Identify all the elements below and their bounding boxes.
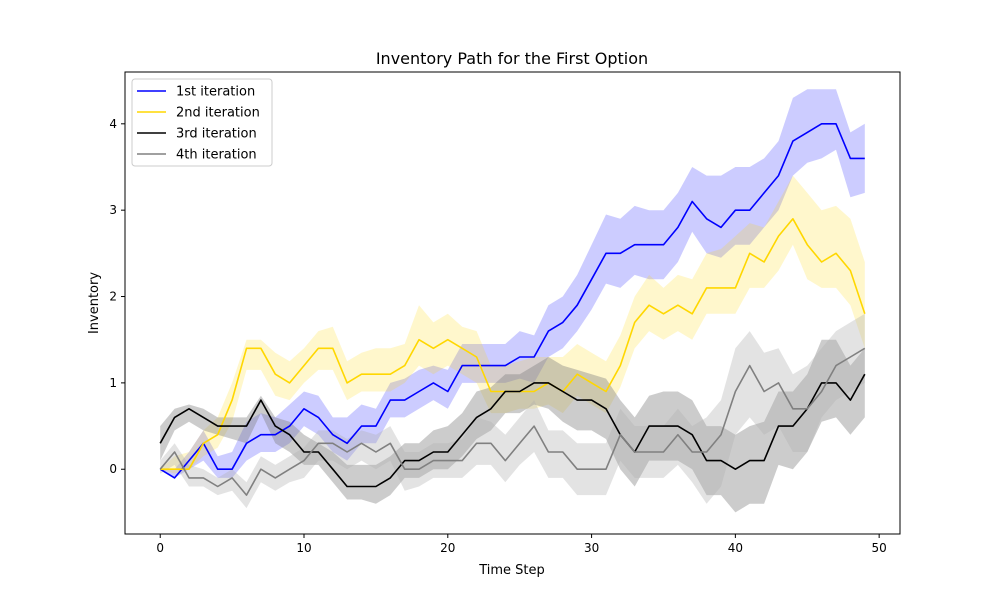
band-series-2	[160, 175, 865, 474]
chart-title: Inventory Path for the First Option	[376, 49, 648, 68]
x-axis-ticks: 0 10 20 30 40 50	[156, 534, 887, 555]
line-series-1	[159, 123, 865, 479]
x-tick-label: 10	[296, 541, 311, 555]
legend-label-2: 2nd iteration	[176, 106, 260, 121]
legend-box	[131, 78, 273, 167]
y-tick-label: 4	[109, 117, 117, 131]
y-tick-label: 1	[109, 376, 117, 390]
legend-label-1: 1st iteration	[176, 85, 255, 100]
x-tick-label: 50	[872, 541, 887, 555]
x-tick-label: 20	[440, 541, 455, 555]
legend-label-4: 4th iteration	[176, 148, 257, 163]
x-tick-label: 30	[584, 541, 599, 555]
legend-label-3: 3rd iteration	[176, 127, 257, 142]
confidence-bands	[160, 89, 865, 513]
y-axis-label: Inventory	[87, 272, 102, 334]
band-series-1	[160, 89, 865, 478]
y-tick-label: 3	[109, 203, 117, 217]
line-series-3	[159, 373, 866, 488]
y-axis-ticks: 0 1 2 3 4	[109, 117, 125, 476]
band-series-3	[160, 339, 865, 513]
line-series-4	[159, 347, 866, 496]
legend: 1st iteration 2nd iteration 3rd iteration 4…	[131, 78, 273, 167]
y-tick-label: 0	[109, 462, 117, 476]
plot-frame	[124, 71, 901, 535]
series-lines	[159, 123, 866, 496]
x-axis-label: Time Step	[478, 563, 545, 578]
y-tick-label: 2	[109, 290, 117, 304]
x-tick-label: 0	[156, 541, 164, 555]
band-series-4	[160, 313, 865, 509]
x-tick-label: 40	[728, 541, 743, 555]
